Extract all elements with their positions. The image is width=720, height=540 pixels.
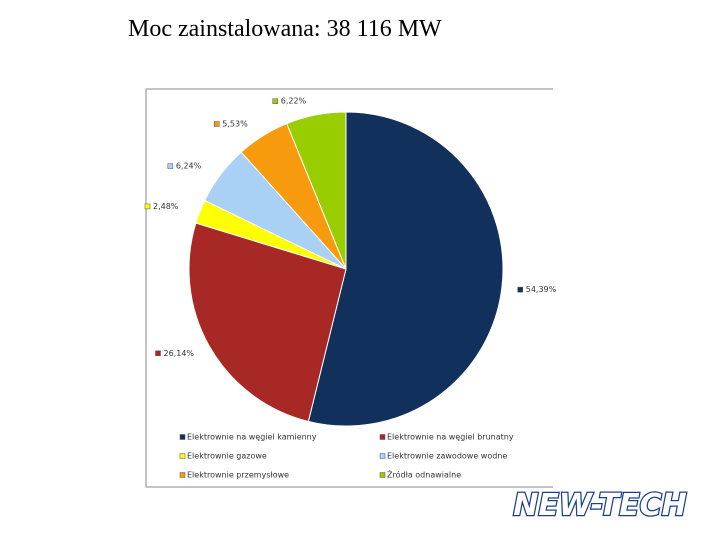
legend-marker xyxy=(379,453,386,459)
logo: NEW-TECH xyxy=(513,488,686,523)
pie-slice xyxy=(188,222,347,423)
label-marker xyxy=(272,98,278,104)
legend-marker xyxy=(179,434,186,440)
label-marker xyxy=(214,121,220,127)
legend-label: Elektrownie przemysłowe xyxy=(187,471,289,480)
legend-label: Elektrownie na węgiel kamienny xyxy=(187,433,317,442)
label-marker xyxy=(144,203,151,210)
slide-title: Moc zainstalowana: 38 116 MW xyxy=(128,16,442,42)
legend-marker xyxy=(179,453,186,459)
legend-label: Elektrownie na węgiel brunatny xyxy=(387,433,514,442)
label-marker xyxy=(517,286,523,293)
legend-marker xyxy=(379,472,386,478)
legend-label: Źródła odnawialne xyxy=(387,469,461,480)
chart-frame xyxy=(145,88,553,488)
data-label: 5,53% xyxy=(222,120,248,129)
data-label: 6,22% xyxy=(281,97,307,106)
legend-label: Elektrownie zawodowe wodne xyxy=(387,452,507,461)
data-label: 2,48% xyxy=(153,202,179,211)
pie-slice xyxy=(286,111,347,270)
data-label: 26,14% xyxy=(164,349,195,358)
data-label: 6,24% xyxy=(176,162,202,171)
legend-marker xyxy=(179,472,186,478)
legend-marker xyxy=(379,434,386,440)
legend-label: Elektrownie gazowe xyxy=(187,452,267,461)
label-marker xyxy=(155,350,161,357)
label-marker xyxy=(167,163,174,169)
pie-slice xyxy=(307,111,504,427)
data-label: 54,39% xyxy=(526,285,557,294)
